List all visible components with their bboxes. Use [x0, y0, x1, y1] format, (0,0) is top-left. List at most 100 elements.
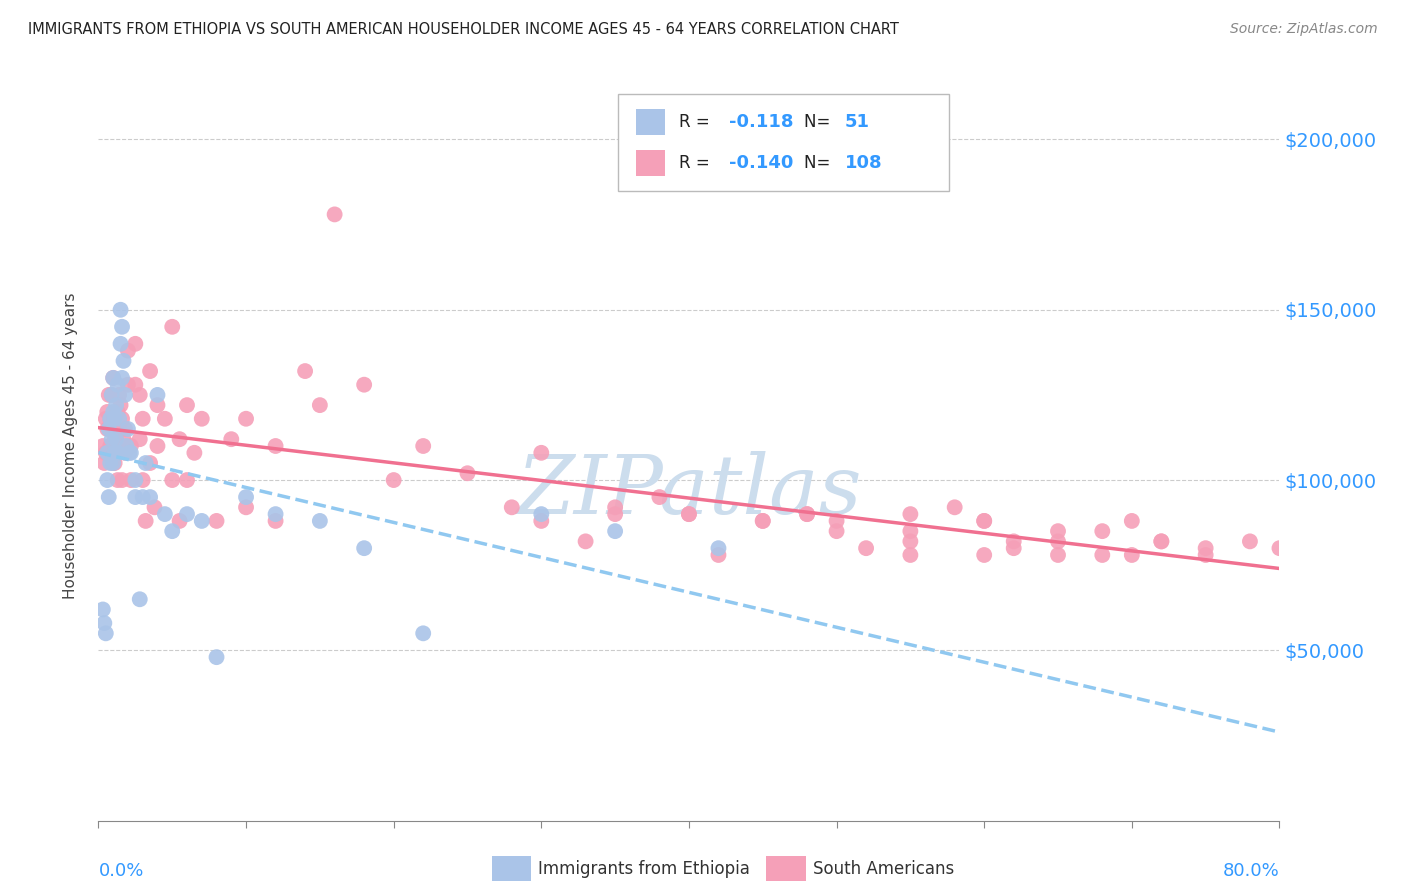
Point: [1091, 548, 1114, 562]
Point: [353, 377, 375, 392]
Point: [107, 446, 129, 460]
Point: [132, 411, 155, 425]
Point: [973, 514, 995, 528]
Point: [110, 398, 132, 412]
Point: [108, 388, 131, 402]
Point: [115, 439, 138, 453]
Point: [97, 490, 120, 504]
Point: [120, 439, 142, 453]
Point: [205, 650, 228, 665]
Point: [103, 456, 125, 470]
Point: [98, 439, 121, 453]
Point: [309, 398, 332, 412]
Point: [111, 319, 134, 334]
Point: [110, 439, 132, 453]
Point: [1150, 534, 1173, 549]
Point: [707, 548, 730, 562]
Point: [162, 473, 183, 487]
FancyBboxPatch shape: [619, 94, 949, 191]
Point: [221, 432, 243, 446]
Point: [162, 319, 183, 334]
Point: [120, 446, 142, 460]
Point: [169, 432, 191, 446]
Point: [98, 456, 121, 470]
Point: [96, 446, 118, 460]
Point: [191, 411, 214, 425]
Point: [107, 473, 129, 487]
Point: [169, 514, 191, 528]
Point: [103, 411, 125, 425]
Point: [382, 473, 405, 487]
Point: [93, 456, 115, 470]
Point: [103, 371, 125, 385]
Point: [153, 411, 176, 425]
Point: [104, 432, 127, 446]
Point: [117, 422, 139, 436]
Point: [264, 514, 287, 528]
Point: [146, 388, 169, 402]
Text: 0.0%: 0.0%: [98, 862, 143, 880]
Point: [235, 500, 257, 515]
Point: [100, 446, 122, 460]
Text: ZIPatlas: ZIPatlas: [516, 451, 862, 531]
Point: [235, 490, 257, 504]
Point: [353, 541, 375, 556]
Point: [103, 456, 125, 470]
Point: [93, 616, 115, 631]
Point: [110, 302, 132, 317]
Point: [605, 500, 627, 515]
Point: [96, 405, 118, 419]
Text: N=: N=: [803, 154, 835, 172]
Point: [132, 490, 155, 504]
Point: [191, 514, 214, 528]
Text: IMMIGRANTS FROM ETHIOPIA VS SOUTH AMERICAN HOUSEHOLDER INCOME AGES 45 - 64 YEARS: IMMIGRANTS FROM ETHIOPIA VS SOUTH AMERIC…: [28, 22, 898, 37]
Point: [124, 336, 146, 351]
Point: [139, 364, 162, 378]
Point: [412, 439, 434, 453]
Point: [973, 514, 995, 528]
Point: [1150, 534, 1173, 549]
Point: [112, 432, 135, 446]
Point: [105, 446, 128, 460]
Point: [183, 446, 205, 460]
Point: [146, 398, 169, 412]
Point: [111, 473, 134, 487]
Text: 80.0%: 80.0%: [1223, 862, 1279, 880]
Point: [1121, 514, 1143, 528]
Point: [105, 422, 128, 436]
Point: [176, 507, 198, 521]
Point: [605, 524, 627, 538]
Point: [264, 507, 287, 521]
Point: [900, 507, 922, 521]
Point: [205, 514, 228, 528]
Point: [176, 473, 198, 487]
Point: [752, 514, 775, 528]
Point: [135, 514, 157, 528]
Point: [112, 354, 135, 368]
Point: [111, 411, 134, 425]
Point: [678, 507, 700, 521]
Point: [457, 467, 479, 481]
Point: [530, 446, 553, 460]
Text: Immigrants from Ethiopia: Immigrants from Ethiopia: [538, 860, 751, 878]
Point: [900, 524, 922, 538]
FancyBboxPatch shape: [636, 109, 665, 135]
Point: [412, 626, 434, 640]
Point: [678, 507, 700, 521]
Point: [530, 514, 553, 528]
Point: [1002, 541, 1025, 556]
Point: [1046, 534, 1070, 549]
Point: [139, 490, 162, 504]
Point: [124, 473, 146, 487]
Point: [96, 422, 118, 436]
Point: [146, 439, 169, 453]
Point: [973, 548, 995, 562]
Point: [91, 439, 114, 453]
FancyBboxPatch shape: [636, 150, 665, 177]
Text: 108: 108: [845, 154, 883, 172]
Point: [825, 524, 848, 538]
Point: [235, 411, 257, 425]
Text: R =: R =: [679, 113, 716, 131]
Point: [107, 405, 129, 419]
Point: [98, 411, 121, 425]
